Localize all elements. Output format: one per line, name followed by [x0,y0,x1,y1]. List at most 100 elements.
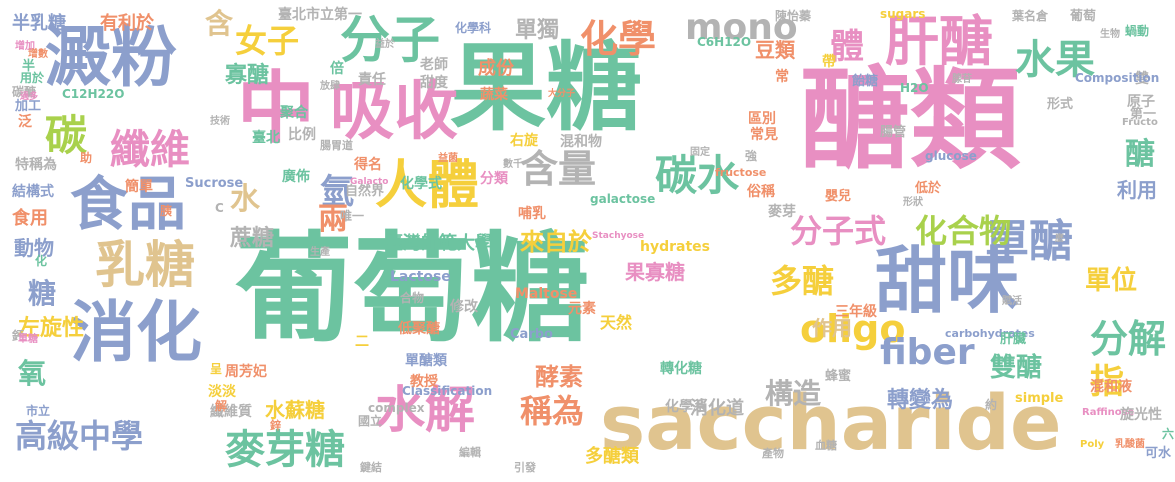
cloud-word: glucose [925,149,977,163]
cloud-word: mono [685,7,798,48]
cloud-word: 修改 [450,299,478,315]
cloud-word: 可水 [1145,446,1172,461]
cloud-word: 元素 [568,301,596,317]
cloud-word: C [215,201,224,215]
cloud-word: 動物 [14,236,54,260]
cloud-word: sugars [880,7,926,21]
cloud-word: 飴糖 [852,74,879,89]
cloud-word: 作用 [812,316,852,340]
cloud-word: 食品 [70,170,187,238]
cloud-word: Lactose [390,269,451,285]
cloud-word: 哺乳 [518,206,546,222]
cloud-word: 麼 [1055,234,1065,244]
cloud-word: carbohydrates [945,327,1035,340]
cloud-word: 醣類 [800,56,1020,184]
cloud-word: 指 [1090,362,1124,402]
cloud-word: 周芳妃 [225,364,267,380]
cloud-word: 碳水 [655,151,740,200]
cloud-word: 含量 [520,147,597,191]
cloud-word: 臺北 [252,130,280,146]
cloud-word: 碳醣 [12,85,37,99]
cloud-word: 助 [80,151,93,165]
cloud-word: 六 [1162,427,1175,441]
cloud-word: 水解 [375,381,475,439]
cloud-word: 食用 [12,208,48,229]
cloud-word: 化學式 [400,176,442,192]
cloud-word: 蝸動 [1125,24,1150,38]
cloud-word: 第一 [1130,107,1157,122]
cloud-word: 常 [775,69,789,85]
cloud-word: 麥芽糖 [225,427,345,473]
cloud-word: 單獨 [515,18,560,43]
cloud-word: 轉化糖 [660,361,702,377]
cloud-word: 加工 [15,99,42,114]
cloud-word: 益菌 [438,153,458,164]
cloud-word: 腸胃道 [320,139,353,152]
cloud-word: 國立 [358,414,383,428]
cloud-word: 臺北市立第一 [278,7,362,23]
cloud-word: 雙 [1135,71,1149,87]
cloud-word: C12H22O [62,87,125,101]
cloud-word: galactose [590,192,656,206]
cloud-word: 廣佈 [282,169,310,185]
cloud-word: saccharide [600,378,1062,467]
cloud-word: 三年級 [835,304,877,320]
cloud-word: 澱粉 [45,19,177,96]
cloud-word: 生產 [310,247,330,258]
cloud-word: H2O [900,81,929,95]
cloud-word: simple [1015,391,1064,406]
cloud-word: 女子 [235,22,300,60]
cloud-word: 腸管 [880,125,907,140]
cloud-word: 稱為 [520,392,585,430]
cloud-word: 水果 [1015,37,1095,83]
cloud-word: Fructo [1122,117,1158,128]
cloud-word: 單醣類 [405,353,447,369]
cloud-word: 陳怡蓁 [775,9,812,23]
cloud-word: 大分子 [548,89,576,99]
cloud-word: complex [368,401,425,415]
cloud-word: 分類 [480,171,508,187]
cloud-word: 分解 [1090,317,1167,361]
cloud-word: 碳 [45,111,88,160]
cloud-word: 有利於 [100,13,154,34]
cloud-word: 形式 [1047,97,1074,112]
cloud-word: 責任 [358,72,386,88]
cloud-word: 簡單 [125,179,153,195]
cloud-word: 半乳糖 [12,13,66,34]
cloud-word: 乳糖 [95,236,195,294]
cloud-word: 結構式 [12,184,54,200]
cloud-word: 化合物 [915,212,1012,250]
cloud-word: Stachyose [592,231,645,241]
cloud-word: 教授 [410,374,438,390]
cloud-word: 技術 [210,116,230,127]
cloud-word: 旋光性 [1120,407,1162,423]
cloud-word: 化 [35,254,48,268]
cloud-word: 氧 [18,357,47,390]
cloud-word: Galacto [350,177,389,187]
cloud-word: 來自於 [520,228,592,256]
cloud-word: 蔗糖 [230,226,275,251]
cloud-word: 常見 [750,127,778,143]
cloud-word: 水蘇糖 [265,398,325,422]
cloud-word: 化學系 [665,399,707,415]
cloud-word: 多醣 [770,262,835,300]
cloud-word: 消化 [70,294,202,371]
cloud-word: 吸收 [330,75,458,149]
cloud-word: 市立 [26,404,51,418]
cloud-word: 纖維 [110,127,190,173]
cloud-word: 泛 [18,114,32,130]
cloud-word: 血糖 [815,439,837,452]
cloud-word: 葡萄 [1070,9,1097,24]
cloud-word: 增數 [28,49,48,60]
cloud-word: 甜味 [875,239,1020,323]
cloud-word: 倍 [330,61,344,77]
cloud-word: 特稱為 [15,157,57,173]
cloud-word: 消化道 [690,398,744,419]
cloud-word: 化學 [580,17,657,61]
cloud-word: 肝醣 [885,10,993,73]
cloud-word: 形狀 [903,197,923,208]
cloud-word: 聚合 [280,105,308,121]
cloud-word: Raffinose [1082,407,1135,418]
cloud-word: 肝臟 [1000,332,1027,347]
